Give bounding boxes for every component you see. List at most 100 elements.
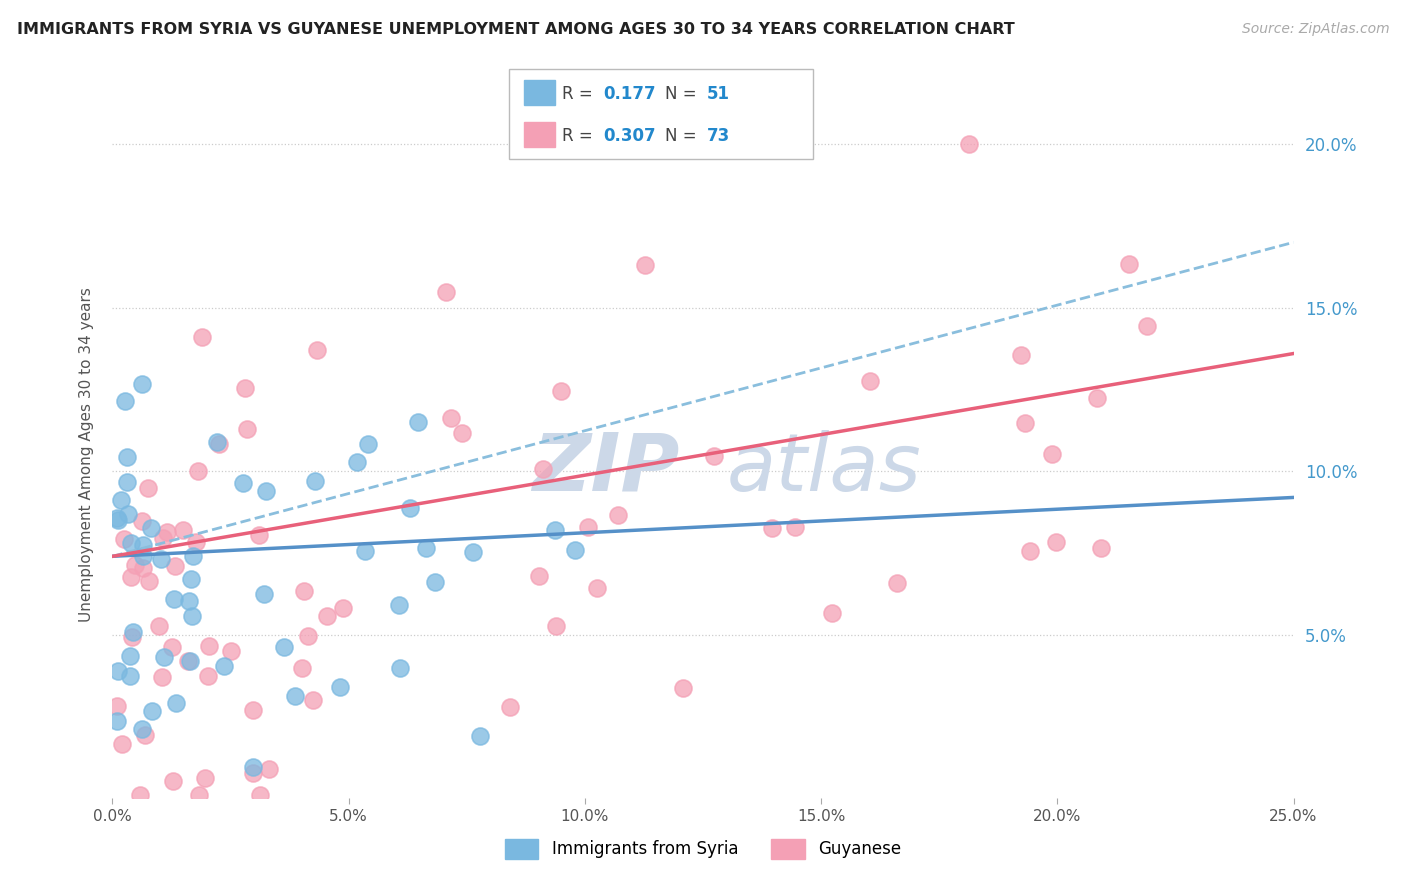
- Point: [111, 738, 134, 752]
- Point: [634, 258, 657, 272]
- Point: [544, 523, 567, 537]
- Point: [132, 549, 155, 563]
- Point: [165, 696, 187, 710]
- Point: [388, 599, 411, 613]
- Point: [294, 584, 316, 599]
- Point: [1040, 447, 1063, 461]
- Point: [187, 464, 209, 478]
- Point: [305, 343, 328, 357]
- Point: [181, 609, 204, 624]
- Point: [107, 513, 129, 527]
- Point: [785, 520, 807, 534]
- Point: [129, 788, 152, 802]
- Point: [499, 700, 522, 714]
- Point: [105, 714, 128, 729]
- Point: [152, 531, 174, 545]
- Point: [114, 393, 136, 408]
- Text: R =: R =: [562, 128, 599, 145]
- Point: [1010, 348, 1032, 362]
- Point: [152, 670, 174, 684]
- Point: [176, 654, 198, 668]
- Y-axis label: Unemployment Among Ages 30 to 34 years: Unemployment Among Ages 30 to 34 years: [79, 287, 94, 623]
- Point: [301, 693, 323, 707]
- Point: [1014, 416, 1036, 430]
- Text: 51: 51: [707, 85, 730, 103]
- Text: N =: N =: [665, 85, 702, 103]
- Point: [1090, 541, 1112, 556]
- Point: [550, 384, 572, 399]
- Point: [357, 436, 380, 450]
- Point: [121, 624, 143, 639]
- Point: [134, 728, 156, 742]
- Point: [576, 520, 599, 534]
- Point: [214, 659, 236, 673]
- Text: 73: 73: [707, 128, 731, 145]
- Point: [354, 543, 377, 558]
- Point: [232, 475, 254, 490]
- Point: [120, 536, 142, 550]
- Point: [172, 523, 194, 537]
- Text: atlas: atlas: [727, 430, 921, 508]
- Point: [131, 376, 153, 391]
- Point: [186, 535, 208, 549]
- Legend: Immigrants from Syria, Guyanese: Immigrants from Syria, Guyanese: [498, 832, 908, 865]
- Point: [415, 541, 437, 555]
- Point: [132, 538, 155, 552]
- Text: 0.307: 0.307: [603, 128, 655, 145]
- Point: [162, 773, 184, 788]
- Point: [316, 609, 339, 624]
- Point: [131, 722, 153, 736]
- Point: [859, 374, 882, 388]
- Point: [259, 763, 281, 777]
- Point: [162, 640, 184, 654]
- Point: [1018, 543, 1040, 558]
- Point: [197, 669, 219, 683]
- Point: [149, 552, 172, 566]
- Point: [118, 669, 141, 683]
- Point: [118, 649, 141, 664]
- Point: [105, 698, 128, 713]
- Point: [107, 665, 129, 679]
- Point: [163, 591, 186, 606]
- Point: [236, 422, 259, 436]
- Point: [672, 681, 695, 695]
- Point: [124, 558, 146, 573]
- Point: [470, 729, 492, 743]
- Text: IMMIGRANTS FROM SYRIA VS GUYANESE UNEMPLOYMENT AMONG AGES 30 TO 34 YEARS CORRELA: IMMIGRANTS FROM SYRIA VS GUYANESE UNEMPL…: [17, 22, 1015, 37]
- Point: [821, 607, 844, 621]
- Point: [423, 574, 446, 589]
- Point: [138, 574, 160, 588]
- Point: [132, 561, 155, 575]
- Point: [156, 524, 179, 539]
- Point: [112, 533, 135, 547]
- Point: [957, 137, 980, 152]
- Point: [177, 594, 200, 608]
- Point: [205, 435, 228, 450]
- Point: [180, 573, 202, 587]
- Point: [115, 450, 138, 465]
- Point: [761, 521, 783, 535]
- Point: [388, 660, 411, 674]
- Point: [163, 558, 186, 573]
- Point: [451, 425, 474, 440]
- Point: [254, 484, 277, 499]
- Point: [136, 481, 159, 495]
- Point: [221, 644, 243, 658]
- Text: Source: ZipAtlas.com: Source: ZipAtlas.com: [1241, 22, 1389, 37]
- Point: [115, 475, 138, 489]
- Point: [242, 765, 264, 780]
- Point: [193, 771, 215, 785]
- Point: [141, 521, 163, 535]
- Point: [585, 581, 607, 595]
- Point: [527, 569, 550, 583]
- Point: [253, 587, 276, 601]
- Point: [207, 437, 229, 451]
- Point: [406, 415, 429, 429]
- Point: [304, 474, 326, 488]
- Point: [703, 450, 725, 464]
- Point: [564, 543, 586, 558]
- Text: ZIP: ZIP: [531, 430, 679, 508]
- Point: [284, 690, 307, 704]
- Point: [1045, 535, 1067, 549]
- Point: [121, 630, 143, 644]
